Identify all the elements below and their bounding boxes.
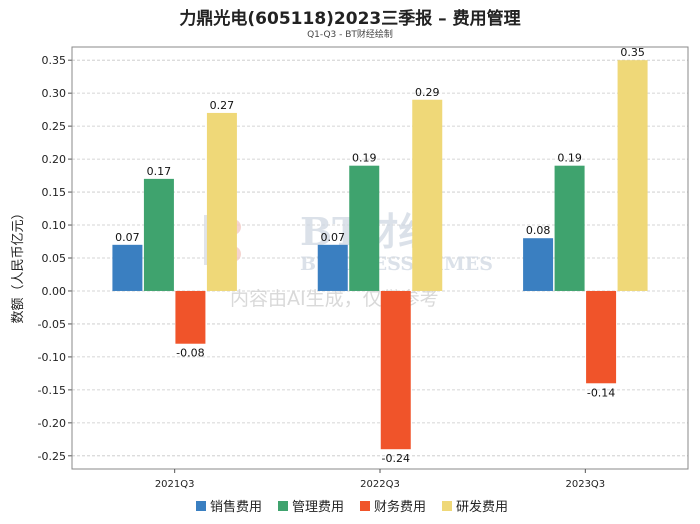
bar (143, 178, 174, 291)
y-tick-label: -0.20 (38, 417, 66, 430)
bar (523, 238, 554, 291)
data-label: 0.07 (321, 231, 346, 244)
y-tick-label: 0.00 (42, 285, 67, 298)
y-axis-label: 数额（人民币亿元） (11, 206, 26, 323)
chart-title: 力鼎光电(605118)2023三季报 – 费用管理 (179, 9, 521, 29)
legend-swatch (196, 501, 206, 511)
data-label: -0.08 (176, 347, 204, 360)
data-label: 0.17 (147, 165, 172, 178)
bar (586, 290, 617, 384)
bar (554, 165, 585, 291)
chart-subtitle: Q1-Q3 - BT财经绘制 (307, 30, 393, 40)
y-tick-label: 0.35 (42, 54, 67, 67)
y-tick-label: 0.25 (42, 120, 67, 133)
gridlines (72, 59, 688, 457)
bar (617, 60, 648, 291)
data-label: 0.29 (415, 86, 440, 99)
bar (175, 290, 206, 344)
data-label: 0.19 (557, 152, 582, 165)
x-tick-label: 2021Q3 (155, 479, 195, 490)
data-label: 0.27 (210, 99, 235, 112)
data-label: -0.14 (587, 386, 615, 399)
y-tick-label: 0.20 (42, 153, 67, 166)
data-label: 0.35 (620, 46, 645, 59)
y-tick-label: -0.05 (38, 318, 66, 331)
data-label: -0.24 (382, 452, 410, 465)
data-label: 0.19 (352, 152, 377, 165)
y-tick-label: 0.05 (42, 252, 67, 265)
legend-label: 销售费用 (210, 499, 262, 515)
legend-swatch (360, 501, 370, 511)
legend-label: 研发费用 (456, 499, 508, 515)
bar (349, 165, 380, 291)
y-tick-label: 0.15 (42, 186, 67, 199)
legend: 销售费用 管理费用 财务费用 研发费用 (196, 499, 508, 515)
x-tick-label: 2023Q3 (565, 479, 605, 490)
bar (317, 244, 348, 291)
y-tick-label: -0.10 (38, 351, 66, 364)
bar (112, 244, 143, 291)
bar (412, 99, 443, 291)
legend-label: 财务费用 (374, 499, 426, 515)
x-tick-label: 2022Q3 (360, 479, 400, 490)
bar (206, 112, 237, 291)
legend-label: 管理费用 (292, 500, 344, 515)
data-label: 0.07 (115, 231, 140, 244)
bar (380, 290, 411, 450)
legend-swatch (278, 501, 288, 511)
axes: -0.25 -0.20 -0.15 -0.10 -0.05 0.00 0.05 0.10 0.1… (38, 46, 689, 490)
watermark: BT财经 BUSINESS TIMES 内容由AI生成，仅供参考 (204, 209, 493, 310)
y-tick-label: 0.10 (42, 219, 67, 232)
data-label: 0.08 (526, 224, 551, 237)
legend-swatch (442, 501, 452, 511)
watermark-brand-en: BUSINESS TIMES (300, 253, 493, 275)
y-tick-label: -0.15 (38, 384, 66, 397)
y-tick-label: 0.30 (42, 87, 67, 100)
y-tick-label: -0.25 (38, 450, 66, 463)
bars: 0.07 0.17 -0.08 0.27 0.07 0.19 -0.24 0.29 0.08 0.… (112, 46, 648, 465)
